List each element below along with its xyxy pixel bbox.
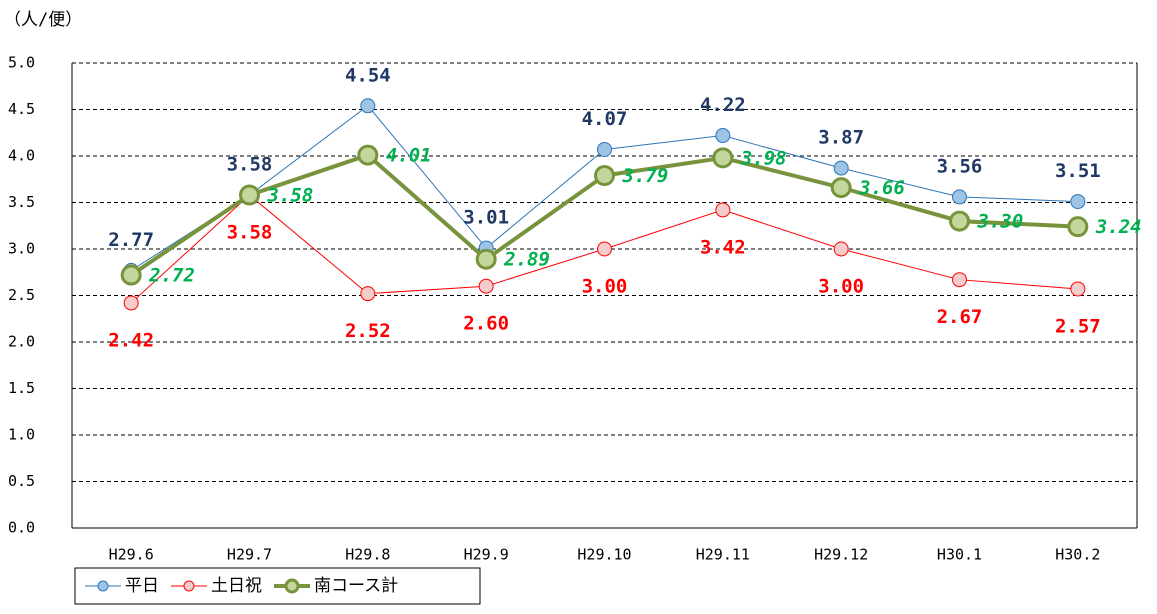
- y-tick-label: 5.0: [8, 54, 35, 72]
- data-label: 3.58: [227, 154, 273, 176]
- data-label: 3.00: [582, 276, 628, 298]
- data-label: 3.58: [227, 222, 273, 244]
- data-label: 2.52: [345, 320, 391, 342]
- x-tick-label: H29.6: [109, 546, 154, 564]
- x-tick-label: H29.9: [464, 546, 509, 564]
- y-tick-label: 0.0: [8, 519, 35, 537]
- marker: [360, 286, 376, 302]
- marker: [360, 98, 376, 114]
- x-tick-label: H29.7: [227, 546, 272, 564]
- x-tick-label: H30.1: [937, 546, 982, 564]
- data-label: 3.30: [977, 211, 1024, 233]
- x-tick-label: H29.12: [814, 546, 868, 564]
- x-tick-label: H29.11: [696, 546, 750, 564]
- data-label: 2.72: [148, 265, 195, 287]
- legend-label: 土日祝: [211, 576, 262, 596]
- data-label: 3.79: [622, 165, 669, 187]
- marker: [597, 241, 612, 257]
- y-tick-label: 4.5: [8, 100, 35, 118]
- marker: [1070, 194, 1086, 210]
- legend-marker: [183, 580, 195, 592]
- y-tick-label: 0.5: [8, 472, 35, 490]
- data-label: 2.57: [1055, 315, 1101, 337]
- data-label: 3.01: [463, 207, 509, 229]
- data-label: 3.00: [818, 276, 864, 298]
- y-tick-label: 2.0: [8, 333, 35, 351]
- marker: [1067, 216, 1089, 238]
- marker: [715, 128, 731, 144]
- legend-label: 南コース計: [314, 576, 398, 596]
- data-label: 3.42: [700, 236, 746, 258]
- marker: [949, 210, 970, 232]
- y-axis-label: （人/便）: [4, 10, 82, 30]
- data-label: 2.67: [937, 306, 983, 328]
- data-label: 3.87: [818, 127, 864, 149]
- marker: [475, 248, 497, 270]
- marker: [715, 202, 731, 218]
- y-tick-label: 1.5: [8, 379, 35, 397]
- data-label: 3.24: [1095, 216, 1142, 238]
- marker: [712, 147, 734, 169]
- legend-marker: [97, 580, 109, 592]
- data-label: 3.58: [267, 185, 314, 207]
- marker: [833, 160, 849, 176]
- marker: [833, 241, 849, 257]
- marker: [952, 189, 967, 205]
- data-label: 2.60: [463, 313, 509, 335]
- marker: [239, 184, 260, 206]
- data-label: 4.01: [386, 145, 432, 167]
- data-label: 3.51: [1055, 160, 1101, 182]
- data-label: 4.22: [700, 94, 746, 116]
- y-tick-label: 4.0: [8, 147, 35, 165]
- legend-marker: [284, 578, 300, 594]
- marker: [357, 144, 379, 166]
- data-label: 4.07: [582, 108, 628, 130]
- y-tick-label: 3.5: [8, 193, 35, 211]
- marker: [952, 272, 967, 288]
- data-label: 3.56: [937, 155, 983, 177]
- y-tick-label: 3.0: [8, 240, 35, 258]
- data-label: 3.66: [858, 177, 905, 199]
- legend-label: 平日: [125, 576, 159, 596]
- data-label: 2.89: [503, 249, 550, 271]
- x-tick-label: H30.2: [1055, 546, 1100, 564]
- marker: [594, 165, 615, 187]
- data-label: 4.54: [345, 64, 391, 86]
- y-tick-label: 2.5: [8, 286, 35, 304]
- marker: [1070, 281, 1086, 297]
- marker: [478, 278, 494, 294]
- marker: [123, 295, 139, 311]
- y-tick-label: 1.0: [8, 426, 35, 444]
- x-tick-label: H29.10: [577, 546, 631, 564]
- data-label: 2.42: [108, 329, 154, 351]
- data-label: 3.98: [740, 147, 787, 169]
- data-label: 2.77: [108, 229, 154, 251]
- x-tick-label: H29.8: [345, 546, 390, 564]
- marker: [597, 141, 612, 157]
- marker: [830, 177, 852, 199]
- marker: [120, 264, 142, 286]
